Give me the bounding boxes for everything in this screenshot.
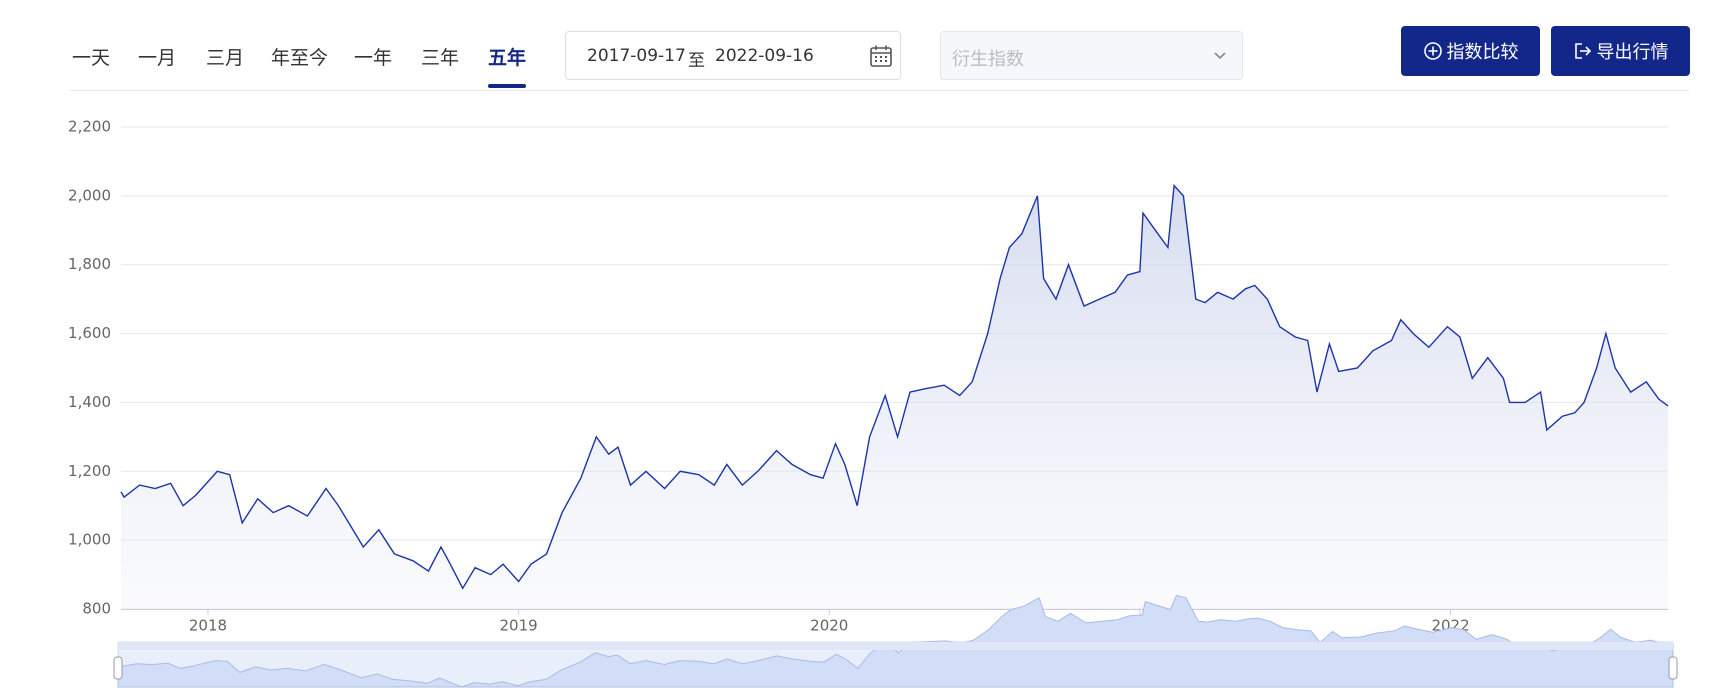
y-tick-label: 1,600	[68, 324, 111, 342]
select-placeholder: 衍生指数	[952, 49, 1024, 70]
tab[interactable]: 年至今	[271, 47, 329, 69]
navigator-area	[117, 594, 1674, 688]
separator	[70, 90, 1689, 91]
calendar-icon	[870, 45, 892, 67]
y-tick-label: 1,800	[68, 255, 111, 273]
button-label: 指数比较	[1446, 42, 1519, 63]
x-tick-label: 2018	[189, 617, 227, 635]
tab[interactable]: 三月	[206, 47, 245, 69]
y-tick-label: 2,000	[68, 186, 111, 204]
plus-icon	[1423, 42, 1442, 60]
line	[120, 183, 1669, 590]
button-label: 导出行情	[1596, 42, 1669, 63]
navigator-handle[interactable]	[113, 656, 123, 680]
y-tick-label: 1,000	[68, 531, 111, 549]
date-end: 2022-09-16	[715, 46, 814, 66]
derived-index-select[interactable]: 衍生指数	[940, 31, 1243, 80]
y-tick-label: 800	[82, 600, 111, 618]
tab[interactable]: 一年	[354, 47, 393, 69]
tab[interactable]: 五年	[488, 43, 527, 88]
date-range[interactable]: 2017-09-17 至 2022-09-16	[565, 31, 901, 80]
y-tick-label: 1,400	[68, 393, 111, 411]
navigator-top	[118, 642, 1673, 650]
area	[121, 185, 1668, 609]
x-tick-label: 2019	[500, 617, 538, 635]
tab[interactable]: 三年	[421, 47, 460, 69]
tab[interactable]: 一天	[72, 47, 111, 69]
date-separator: 至	[688, 51, 705, 71]
navigator-handle[interactable]	[1668, 656, 1678, 680]
export-icon	[1574, 43, 1591, 59]
y-tick-label: 1,200	[68, 462, 111, 480]
y-tick-label: 2,200	[68, 118, 111, 136]
tab[interactable]: 一月	[138, 47, 177, 69]
compare-button[interactable]: 指数比较	[1401, 26, 1540, 76]
x-tick-label: 2020	[810, 617, 848, 635]
chevron-icon	[1214, 52, 1226, 60]
date-start: 2017-09-17	[587, 46, 686, 66]
export-button[interactable]: 导出行情	[1551, 26, 1690, 76]
